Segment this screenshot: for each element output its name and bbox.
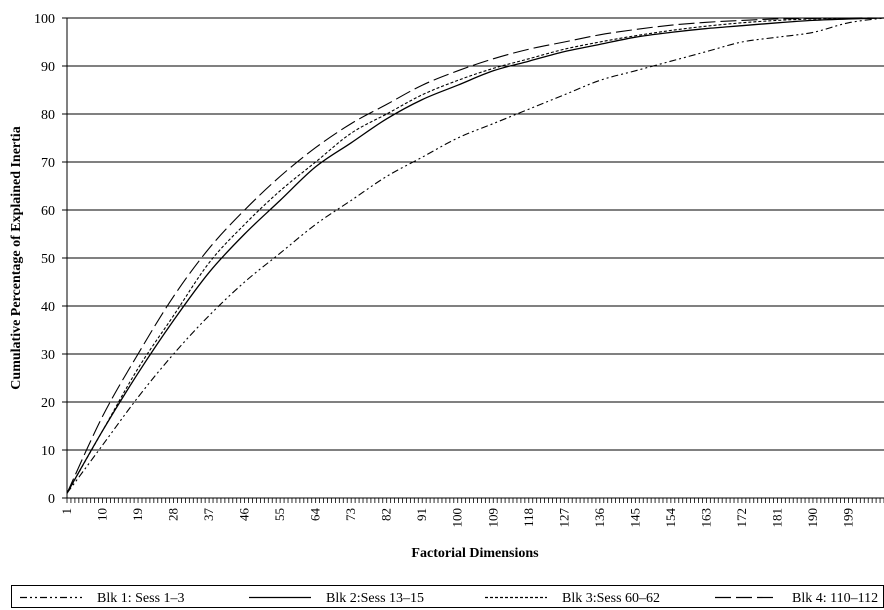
- x-tick-label: 1: [59, 508, 74, 515]
- x-tick-label: 172: [734, 508, 749, 528]
- gridlines: [67, 17, 884, 451]
- y-axis-title: Cumulative Percentage of Explained Inert…: [9, 126, 24, 389]
- x-tick-label: 118: [521, 508, 536, 527]
- series-line-1: [66, 17, 884, 494]
- x-tick-label: 136: [592, 508, 607, 528]
- legend-label-4: Blk 4: 110–112: [792, 591, 878, 606]
- x-tick-label: 46: [237, 508, 252, 522]
- y-tick-label: 90: [41, 60, 55, 75]
- x-tick-label: 91: [414, 508, 429, 521]
- y-tick-label: 80: [41, 108, 55, 123]
- x-tick-label: 190: [805, 508, 820, 528]
- series-line-3: [66, 17, 884, 494]
- x-tick-label: 28: [166, 508, 181, 521]
- x-tick-label: 154: [663, 508, 678, 528]
- series-line-2: [66, 17, 884, 494]
- x-tick-label: 145: [627, 508, 642, 528]
- x-tick-label: 55: [272, 508, 287, 521]
- x-axis-title: Factorial Dimensions: [411, 546, 539, 561]
- x-tick-label: 10: [95, 508, 110, 521]
- x-tick-label: 82: [379, 508, 394, 521]
- x-tick-label: 181: [769, 508, 784, 528]
- x-axis-ticks: 1 10 19 28 37 46 55 64 73 82 91 100 109 118 127 136 145 1…: [59, 498, 884, 528]
- y-tick-label: 40: [41, 300, 55, 315]
- y-tick-label: 20: [41, 396, 55, 411]
- x-tick-label: 109: [485, 508, 500, 528]
- y-tick-label: 60: [41, 204, 55, 219]
- x-tick-label: 163: [698, 508, 713, 528]
- series-lines: [66, 17, 884, 494]
- x-tick-label: 199: [840, 508, 855, 528]
- x-tick-label: 127: [556, 508, 571, 528]
- x-tick-label: 64: [308, 508, 323, 522]
- legend-items: Blk 1: Sess 1–3 Blk 2:Sess 13–15 Blk 3:Ses…: [20, 591, 878, 606]
- y-tick-label: 50: [41, 252, 55, 267]
- y-tick-label: 70: [41, 156, 55, 171]
- x-tick-label: 73: [343, 508, 358, 521]
- y-tick-label: 30: [41, 348, 55, 363]
- y-tick-label: 10: [41, 444, 55, 459]
- legend-label-1: Blk 1: Sess 1–3: [97, 591, 185, 606]
- x-tick-label: 100: [450, 508, 465, 528]
- series-line-4: [66, 17, 884, 494]
- x-tick-label: 19: [130, 508, 145, 521]
- y-tick-label: 0: [48, 492, 55, 507]
- x-tick-label: 37: [201, 508, 216, 522]
- legend-label-3: Blk 3:Sess 60–62: [562, 591, 660, 606]
- legend: Blk 1: Sess 1–3 Blk 2:Sess 13–15 Blk 3:Ses…: [11, 585, 884, 608]
- y-tick-label: 100: [34, 12, 55, 27]
- y-axis-ticks: 0 10 20 30 40 50 60 70 80 90 100: [34, 12, 67, 507]
- legend-label-2: Blk 2:Sess 13–15: [326, 591, 424, 606]
